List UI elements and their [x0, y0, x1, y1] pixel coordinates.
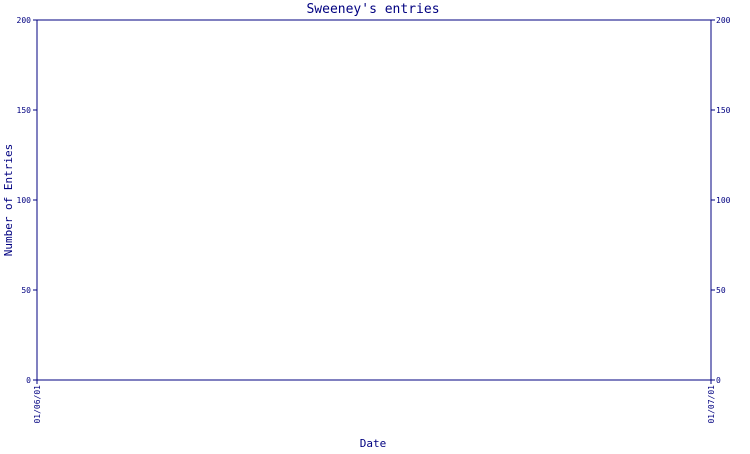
y-tick-label-right: 50: [716, 286, 726, 295]
x-axis-ticks: 01/06/01 01/07/01: [33, 380, 716, 424]
y-tick-label-left: 0: [26, 376, 31, 385]
y-tick-label-right: 200: [716, 16, 731, 25]
y-axis-ticks: 0 0 50 50 100 100 150 150 200 200: [17, 16, 731, 385]
chart-title: Sweeney's entries: [306, 2, 439, 17]
y-tick-label-left: 200: [17, 16, 32, 25]
y-tick-label-right: 0: [716, 376, 721, 385]
y-tick-label-left: 100: [17, 196, 32, 205]
x-axis-label: Date: [360, 437, 387, 450]
y-tick-label-right: 100: [716, 196, 731, 205]
y-tick-label-right: 150: [716, 106, 731, 115]
y-tick-label-left: 50: [21, 286, 31, 295]
x-tick-label: 01/07/01: [707, 385, 716, 424]
y-axis-label: Number of Entries: [2, 144, 15, 257]
x-tick-label: 01/06/01: [33, 385, 42, 424]
y-tick-label-left: 150: [17, 106, 32, 115]
